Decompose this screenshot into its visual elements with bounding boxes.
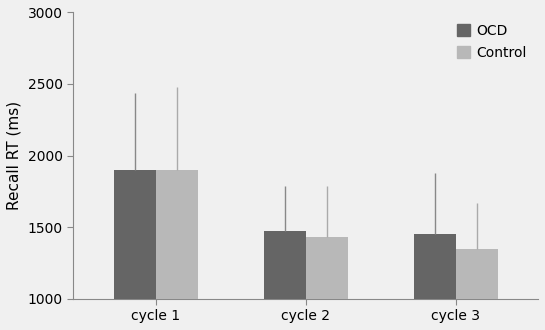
Bar (155, 170, 197, 330)
Bar (264, 231, 306, 330)
Bar (113, 170, 155, 330)
Bar (456, 248, 498, 330)
Y-axis label: Recall RT (ms): Recall RT (ms) (7, 101, 22, 210)
Legend: OCD, Control: OCD, Control (453, 19, 531, 64)
Bar (306, 237, 348, 330)
Bar (414, 234, 456, 330)
